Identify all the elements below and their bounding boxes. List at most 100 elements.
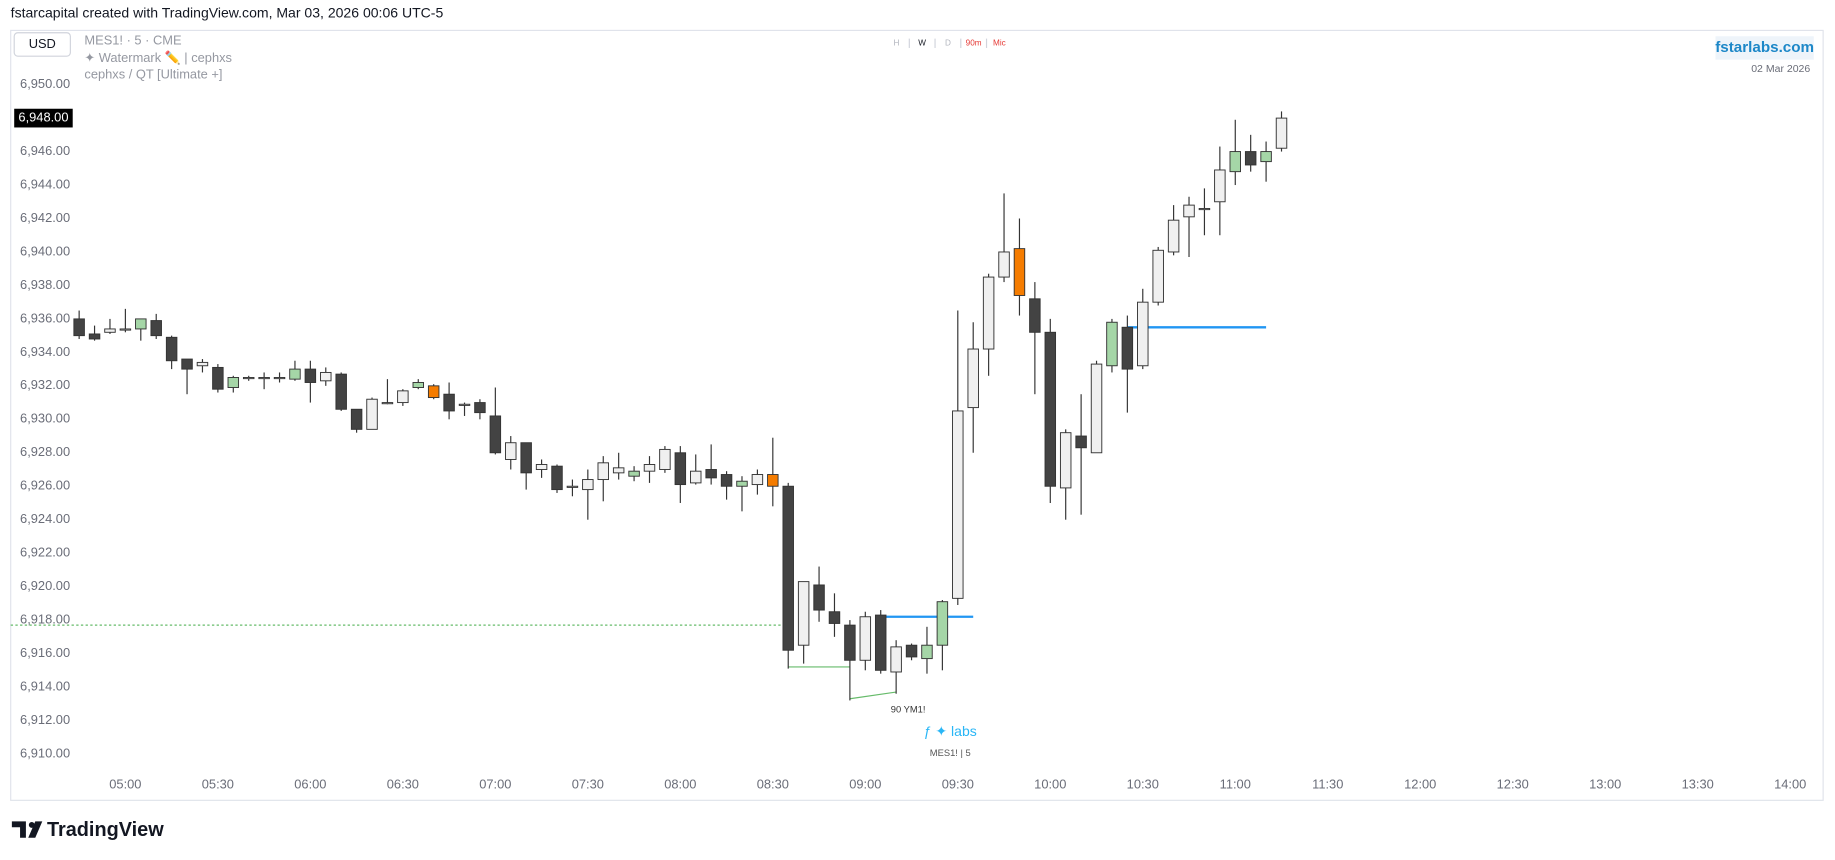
candle-body: [582, 479, 594, 491]
x-tick-label: 11:00: [1220, 777, 1251, 792]
timeframe: W: [918, 38, 926, 47]
y-tick-label: 6,934.00: [20, 344, 70, 359]
y-tick-label: 6,936.00: [20, 310, 70, 325]
x-tick-label: 07:00: [479, 777, 511, 792]
x-tick-label: 08:00: [664, 777, 696, 792]
candle-body: [921, 644, 933, 660]
y-tick-label: 6,920.00: [20, 578, 70, 593]
chart-frame: [10, 29, 1824, 801]
candle-body: [1044, 331, 1057, 487]
candle-body: [119, 328, 132, 331]
candle-body: [381, 402, 394, 405]
x-tick-label: 12:00: [1404, 777, 1436, 792]
y-tick-label: 6,932.00: [20, 377, 70, 392]
x-tick-label: 07:30: [572, 777, 604, 792]
candle-body: [212, 366, 224, 390]
candle-body: [1244, 151, 1257, 166]
candle-body: [1214, 169, 1226, 203]
candle-body: [797, 581, 810, 646]
y-tick-label: 6,928.00: [20, 444, 70, 459]
candle-body: [767, 474, 779, 487]
candle-body: [242, 377, 255, 380]
candle-body: [874, 614, 887, 671]
annotation: MES1! | 5: [930, 748, 971, 758]
last-price-label: 6,948.00: [18, 110, 68, 125]
candle-body: [397, 390, 409, 404]
y-tick-label: 6,910.00: [20, 745, 70, 760]
y-tick-label: 6,938.00: [20, 277, 70, 292]
currency-button[interactable]: [13, 32, 71, 57]
x-tick-label: 05:00: [109, 777, 141, 792]
candle-body: [720, 474, 733, 487]
candle-body: [1260, 151, 1272, 163]
candle-body: [736, 480, 748, 487]
y-tick-label: 6,950.00: [20, 76, 70, 91]
candle-body: [304, 368, 317, 383]
candle-body: [690, 470, 702, 484]
x-tick-label: 08:30: [757, 777, 789, 792]
x-tick-label: 05:30: [202, 777, 234, 792]
candle-body: [489, 415, 502, 454]
x-tick-label: 10:00: [1034, 777, 1066, 792]
candle-body: [474, 402, 486, 414]
candle-body: [813, 584, 825, 611]
candle-body: [705, 469, 717, 479]
candle-body: [967, 348, 979, 409]
x-tick-label: 10:30: [1127, 777, 1159, 792]
annotation-logo: ƒ ✦ labs: [924, 723, 977, 739]
candle-body: [782, 485, 794, 651]
candle-body: [751, 474, 764, 486]
y-tick-label: 6,916.00: [20, 645, 70, 660]
candle-body: [628, 470, 640, 477]
candle-body: [150, 320, 162, 337]
candle-body: [890, 646, 902, 673]
candle-body: [196, 361, 209, 367]
candle-body: [350, 408, 363, 430]
candle-body: [289, 368, 301, 380]
candle-body: [273, 377, 286, 380]
candle-body: [135, 318, 147, 330]
candle-body: [412, 382, 425, 388]
symbol: MES1! · 5 · CME: [84, 32, 182, 47]
level-line: [849, 691, 897, 700]
x-tick-label: 06:00: [294, 777, 326, 792]
timeframe: Mic: [993, 38, 1006, 47]
site[interactable]: fstarlabs.com: [1715, 39, 1814, 56]
x-tick-label: 11:30: [1312, 777, 1343, 792]
x-tick-label: 12:30: [1497, 777, 1529, 792]
candle-body: [520, 442, 532, 474]
last-price-box: [14, 108, 73, 128]
candle-body: [1106, 321, 1118, 367]
candle-body: [366, 398, 378, 430]
timeframes: H W D 90m Mic: [893, 38, 1006, 48]
candle-body: [258, 377, 270, 380]
x-tick-label: 13:00: [1589, 777, 1621, 792]
indicator: cephxs / QT [Ultimate +]: [84, 66, 222, 81]
candle-body: [1229, 151, 1242, 173]
y-tick-label: 6,942.00: [20, 210, 70, 225]
candle-body: [165, 336, 178, 362]
candle-body: [659, 448, 671, 470]
candle-body: [1183, 204, 1195, 218]
x-tick-label: 09:00: [849, 777, 881, 792]
y-tick-label: 6,926.00: [20, 478, 70, 493]
candle-body: [1198, 207, 1211, 211]
candle-body: [612, 467, 625, 474]
candle-body: [674, 452, 687, 486]
y-tick-label: 6,914.00: [20, 678, 70, 693]
chart-title: fstarcapital created with TradingView.co…: [11, 5, 444, 21]
date: 02 Mar 2026: [1751, 63, 1810, 75]
y-tick-label: 6,912.00: [20, 712, 70, 727]
candle-body: [905, 644, 918, 658]
candle-body: [1013, 248, 1026, 296]
candle-body: [844, 624, 856, 661]
candle-body: [1167, 219, 1180, 253]
currency[interactable]: USD: [29, 36, 56, 51]
candle-body: [427, 385, 440, 399]
candle-body: [320, 371, 332, 382]
candle-body: [982, 276, 995, 350]
y-tick-label: 6,930.00: [20, 411, 70, 426]
annotation: 90 YM1!: [891, 705, 926, 715]
